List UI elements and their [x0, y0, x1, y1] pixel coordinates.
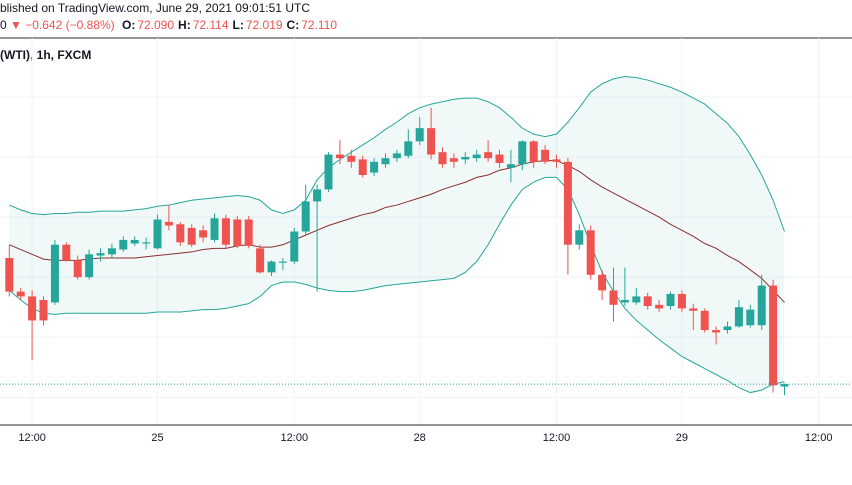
quote-lead: 0	[0, 18, 7, 32]
candle-body	[427, 128, 436, 155]
x-tick-label: 28	[414, 432, 426, 444]
candle-body	[85, 254, 94, 278]
candle-body	[415, 128, 424, 142]
candle-body	[506, 164, 515, 168]
candle-body	[358, 159, 367, 176]
candle-body	[28, 296, 37, 321]
x-tick-label: 29	[676, 432, 688, 444]
candle-body	[324, 154, 333, 190]
candle-body	[461, 156, 470, 160]
candle-body	[677, 293, 686, 309]
candle-body	[199, 230, 208, 238]
candle-body	[313, 189, 322, 202]
candle-body	[392, 153, 401, 159]
candle-body	[700, 310, 709, 331]
candle-body	[176, 224, 185, 243]
candle-body	[449, 158, 458, 162]
candle-body	[370, 161, 379, 173]
candle-body	[586, 230, 595, 275]
candle-body	[552, 159, 561, 162]
band-fill	[9, 76, 785, 393]
candle-body	[187, 227, 196, 245]
candle-body	[130, 239, 139, 244]
quote-change: ▼ −0.642 (−0.88%)	[10, 18, 115, 32]
candle-body	[107, 248, 116, 255]
candle-body	[39, 300, 48, 321]
candle-body	[347, 155, 356, 162]
quote-value: 72.110	[301, 18, 338, 32]
candle-body	[541, 149, 550, 162]
x-tick-label: 12:00	[281, 432, 309, 444]
candle-body	[712, 330, 721, 333]
candle-body	[381, 158, 390, 165]
candle-body	[335, 154, 344, 159]
candle-body	[164, 221, 173, 226]
candle-body	[73, 260, 82, 278]
candle-body	[62, 244, 71, 261]
candle-body	[221, 218, 230, 245]
candle-body	[495, 154, 504, 163]
candle-body	[655, 304, 664, 309]
candle-body	[119, 239, 128, 250]
quote-label: O:	[121, 18, 136, 32]
candle-body	[96, 253, 105, 256]
candle-body	[301, 201, 310, 232]
symbol-title: (WTI), 1h, FXCM	[0, 48, 92, 62]
candle-body	[769, 285, 778, 386]
candle-body	[734, 307, 743, 327]
candle-body	[484, 152, 493, 159]
candle-body	[746, 309, 755, 326]
candle-body	[404, 141, 413, 156]
candle-body	[518, 141, 527, 165]
candle-body	[723, 326, 732, 331]
candle-body	[689, 308, 698, 311]
band-middle	[9, 160, 785, 303]
candle-body	[620, 300, 629, 303]
candle-body	[632, 296, 641, 303]
published-line: blished on TradingView.com, June 29, 202…	[0, 1, 310, 15]
candle-body	[438, 152, 447, 165]
candle-body	[643, 296, 652, 307]
candle-body	[529, 141, 538, 162]
quote-label: H:	[178, 18, 191, 32]
candle-body	[142, 242, 151, 244]
candle-body	[290, 231, 299, 262]
quote-label: C:	[286, 18, 300, 32]
candle-body	[5, 257, 14, 292]
quote-line: 0 ▼ −0.642 (−0.88%) O: 72.090 H: 72.114 L: 72…	[0, 18, 337, 32]
candle-body	[472, 154, 481, 159]
candle-body	[609, 290, 618, 305]
candle-body	[563, 161, 572, 245]
candle-body	[256, 248, 265, 273]
band-upper	[9, 75, 785, 232]
x-tick-label: 12:00	[18, 432, 46, 444]
band-lower	[8, 176, 785, 394]
quote-label: L:	[232, 18, 244, 32]
x-tick-label: 12:00	[543, 432, 571, 444]
x-tick-label: 25	[151, 432, 163, 444]
quote-value: 72.090	[137, 18, 175, 32]
candle-body	[598, 274, 607, 291]
candle-body	[210, 218, 219, 240]
candle-body	[267, 261, 276, 273]
candle-body	[278, 261, 287, 263]
quote-value: 72.019	[245, 18, 283, 32]
quote-value: 72.114	[192, 18, 229, 32]
candle-body	[153, 219, 162, 249]
candle-body	[666, 293, 675, 307]
candle-body	[50, 244, 59, 303]
x-tick-label: 12:00	[805, 432, 833, 444]
candle-body	[16, 291, 25, 297]
candle-body	[780, 384, 789, 387]
candle-body	[244, 219, 253, 246]
candle-body	[575, 230, 584, 245]
candle-body	[233, 219, 242, 246]
candle-body	[757, 285, 766, 326]
